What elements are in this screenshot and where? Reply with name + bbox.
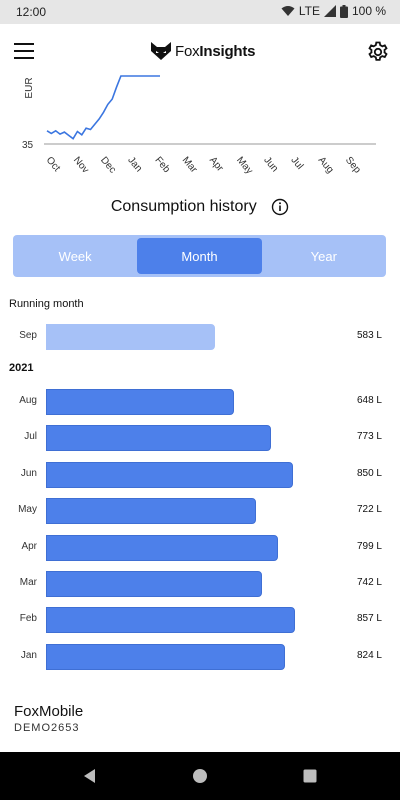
trend-x-tick-label: Oct <box>44 155 63 174</box>
bar-month-label: Mar <box>19 577 37 588</box>
app-logo: FoxInsights <box>150 42 256 60</box>
running-month-label: Running month <box>9 298 84 310</box>
bar-month-label: Aug <box>19 395 37 406</box>
bar-jan <box>46 643 286 670</box>
bar-jun <box>46 461 293 488</box>
bar-month-label: Jul <box>24 431 37 443</box>
trend-x-tick-label: Jun <box>261 155 280 174</box>
status-time: 12:00 <box>16 5 47 19</box>
bar-row-may: May 722 L <box>0 496 400 526</box>
bar-row-mar: Mar 742 L <box>0 569 400 599</box>
device-code: DEMO2653 <box>14 722 80 734</box>
bar-row-apr: Apr 799 L <box>0 533 400 563</box>
year-label: 2021 <box>9 362 34 374</box>
bar-value-label: 648 L <box>356 395 382 406</box>
device-info: FoxMobile DEMO2653 <box>14 703 83 734</box>
bar-month-label: Sep <box>19 330 37 341</box>
tab-month[interactable]: Month <box>137 238 262 274</box>
signal-icon <box>323 5 336 17</box>
app-bar: FoxInsights <box>0 24 400 76</box>
status-icons: LTE 100 % <box>281 4 386 18</box>
bar-mar <box>46 571 262 597</box>
fox-logo-icon <box>151 42 171 60</box>
trend-x-tick-label: Jul <box>289 155 306 172</box>
trend-x-tick-label: Jan <box>125 155 144 174</box>
consumption-history-header: Consumption history <box>0 198 400 216</box>
gear-icon[interactable] <box>366 40 390 64</box>
bar-row-jan: Jan 824 L <box>0 642 400 672</box>
back-icon[interactable] <box>80 766 100 786</box>
trend-x-tick-label: Dec <box>98 155 118 176</box>
bar-row-aug: Aug 648 L <box>0 387 400 417</box>
battery-icon <box>339 4 348 18</box>
bar-aug <box>46 389 235 415</box>
bar-jul <box>46 425 271 452</box>
trend-x-tick-label: Sep <box>343 155 363 176</box>
tab-year[interactable]: Year <box>310 248 337 264</box>
trend-x-tick-label: Aug <box>316 155 336 176</box>
trend-x-tick-label: Nov <box>71 155 91 176</box>
wifi-icon <box>281 6 295 16</box>
bar-month-label: Jun <box>20 467 37 479</box>
trend-x-tick-label: May <box>234 155 255 177</box>
bar-feb <box>46 607 295 634</box>
trend-x-tick-label: Mar <box>180 155 200 176</box>
bar-row-jun: Jun 850 L <box>0 460 400 490</box>
network-label: LTE <box>298 4 320 18</box>
bar-value-label: 799 L <box>356 540 382 552</box>
system-nav-bar <box>0 752 400 800</box>
tab-week[interactable]: Week <box>58 248 92 264</box>
trend-y-axis-label: EUR <box>24 77 35 98</box>
bar-value-label: 742 L <box>356 577 382 588</box>
bar-may <box>46 498 256 525</box>
menu-icon[interactable] <box>14 43 34 59</box>
bar-value-label: 773 L <box>356 431 382 443</box>
status-bar: 12:00 LTE 100 % <box>0 0 400 24</box>
home-icon[interactable] <box>190 766 210 786</box>
trend-x-tick-label: Apr <box>207 155 226 175</box>
logo-text: FoxInsights <box>175 42 256 60</box>
consumption-title: Consumption history <box>110 198 257 215</box>
trend-x-tick-label: Feb <box>153 155 173 176</box>
bar-value-label: 857 L <box>356 613 382 625</box>
bar-month-label: Apr <box>21 540 37 552</box>
bar-apr <box>46 534 279 561</box>
price-trend-chart: EUR 35 Oct Nov Dec Jan Feb Mar Apr May Jun Jul Aug… <box>22 75 376 177</box>
bar-row-feb: Feb 857 L <box>0 605 400 635</box>
trend-series-line <box>46 75 160 140</box>
bar-row-jul: Jul 773 L <box>0 423 400 453</box>
info-icon[interactable] <box>271 198 289 216</box>
recents-icon[interactable] <box>300 766 320 786</box>
running-month-bar <box>46 324 216 350</box>
running-month-row: Sep 583 L <box>0 322 400 352</box>
trend-y-tick-label: 35 <box>22 140 34 151</box>
device-name: FoxMobile <box>14 703 84 720</box>
battery-label: 100 % <box>351 4 386 18</box>
bar-value-label: 850 L <box>356 467 382 479</box>
bar-value-label: 583 L <box>356 330 382 341</box>
bar-month-label: Feb <box>19 613 37 625</box>
bar-month-label: Jan <box>20 649 37 661</box>
period-toggle: Week Month Year <box>13 235 386 277</box>
bar-value-label: 824 L <box>356 649 382 661</box>
bar-month-label: May <box>18 504 37 516</box>
bar-value-label: 722 L <box>356 504 382 516</box>
